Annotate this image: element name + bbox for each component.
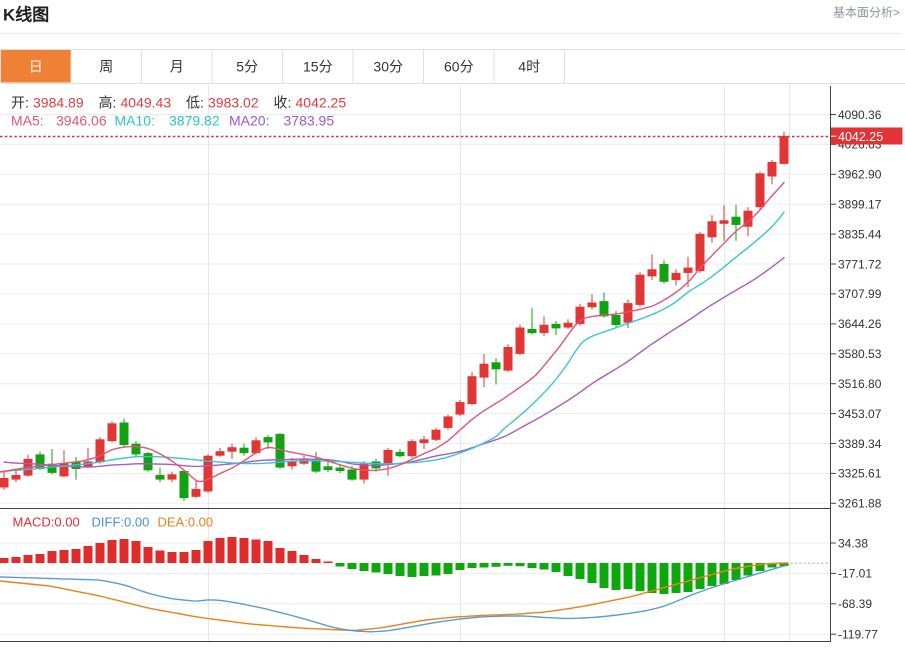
svg-text:3261.88: 3261.88 xyxy=(838,497,882,511)
svg-text:-68.39: -68.39 xyxy=(838,597,872,611)
svg-text:开:3984.89高:4049.43低:3983.02收:4: 开: 3984.89 高: 4049.43 低: 3983.02 收: 4042.25 xyxy=(11,95,346,111)
svg-text:34.38: 34.38 xyxy=(838,536,868,550)
svg-text:60分: 60分 xyxy=(444,59,474,75)
svg-text:-17.01: -17.01 xyxy=(838,567,872,581)
svg-text:3580.53: 3580.53 xyxy=(838,347,882,361)
svg-text:5分: 5分 xyxy=(236,59,258,75)
svg-text:3899.17: 3899.17 xyxy=(838,198,882,212)
svg-text:4090.36: 4090.36 xyxy=(838,108,882,122)
svg-text:月: 月 xyxy=(170,59,184,75)
svg-text:3962.90: 3962.90 xyxy=(838,168,882,182)
svg-text:3453.07: 3453.07 xyxy=(838,407,882,421)
svg-text:K线图: K线图 xyxy=(3,5,49,25)
svg-text:30分: 30分 xyxy=(373,59,403,75)
svg-text:3707.99: 3707.99 xyxy=(838,287,882,301)
svg-text:4时: 4时 xyxy=(518,59,540,75)
svg-text:周: 周 xyxy=(99,59,113,75)
svg-text:3389.34: 3389.34 xyxy=(838,437,882,451)
svg-text:-119.77: -119.77 xyxy=(838,628,878,642)
svg-text:4042.25: 4042.25 xyxy=(838,130,883,144)
svg-text:日: 日 xyxy=(29,59,43,75)
svg-text:3771.72: 3771.72 xyxy=(838,257,882,271)
svg-text:15分: 15分 xyxy=(303,59,333,75)
svg-text:3516.80: 3516.80 xyxy=(838,377,882,391)
svg-text:3325.61: 3325.61 xyxy=(838,467,882,481)
svg-text:基本面分析>: 基本面分析> xyxy=(833,6,900,20)
svg-text:3835.44: 3835.44 xyxy=(838,227,882,241)
svg-text:3644.26: 3644.26 xyxy=(838,317,882,331)
